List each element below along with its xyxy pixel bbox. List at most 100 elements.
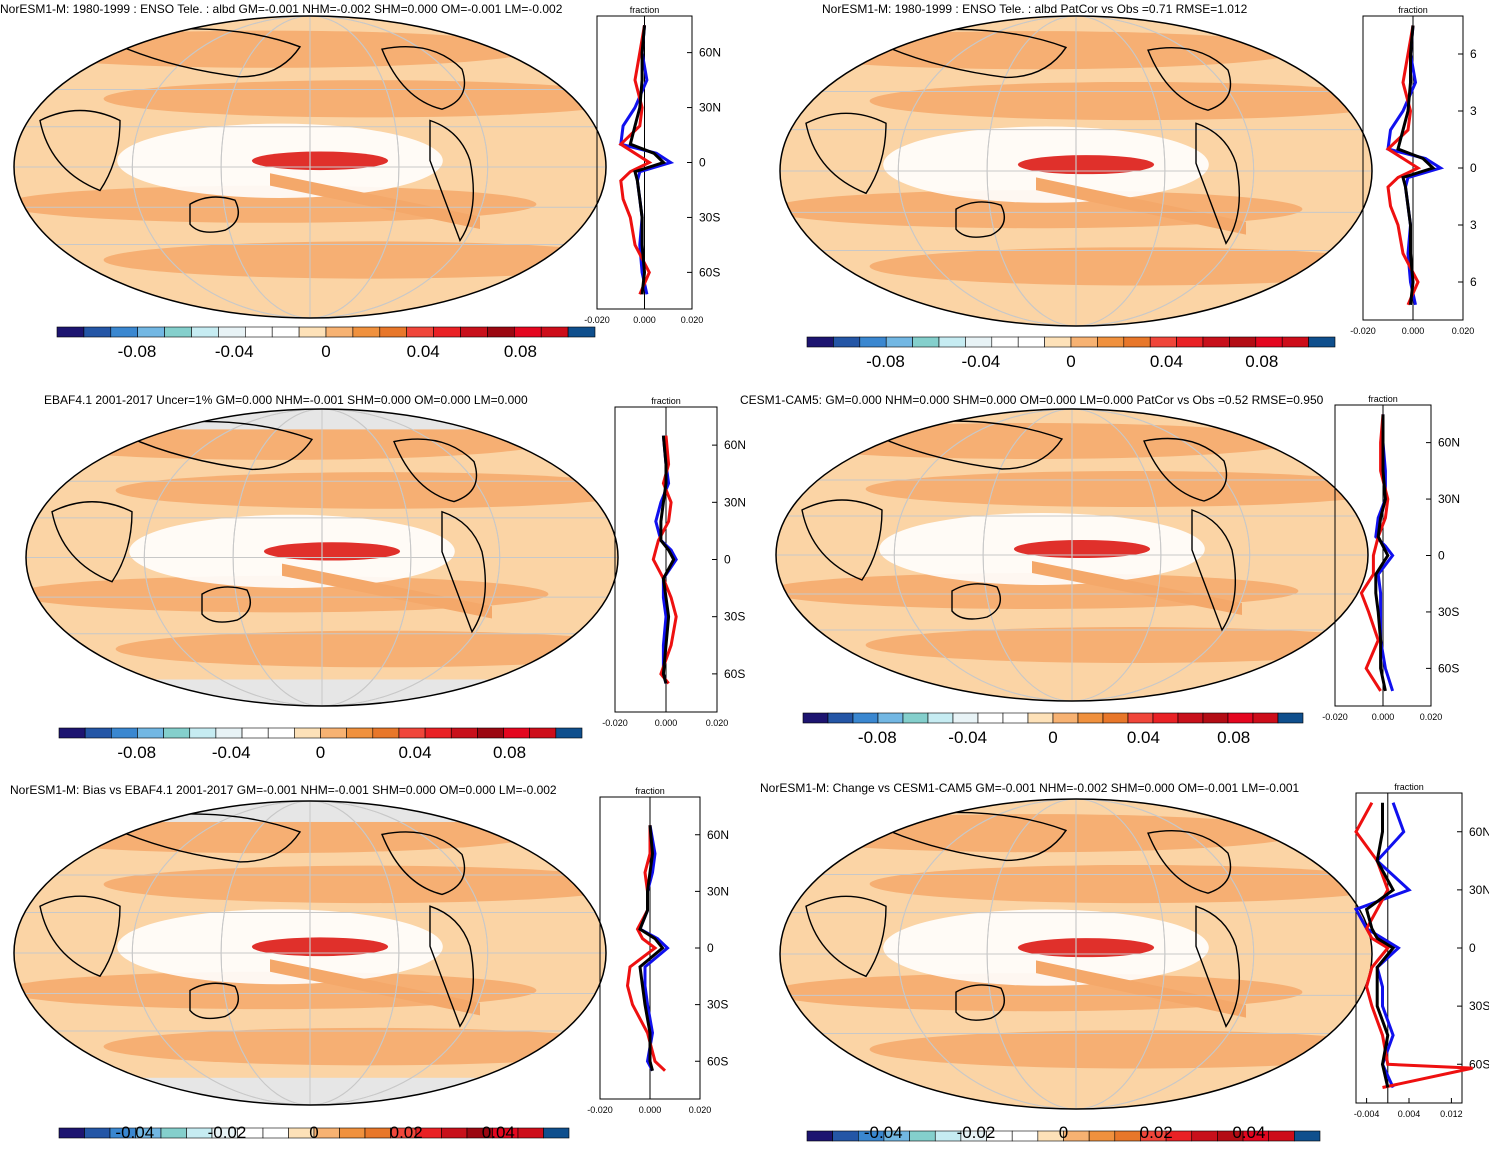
- colorbar-swatch: [992, 337, 1018, 347]
- map: [22, 405, 622, 710]
- profile-x-label: 0.020: [681, 315, 704, 325]
- colorbar-tick-label: 0: [316, 743, 325, 763]
- colorbar-swatch: [218, 327, 245, 337]
- panel-title: NorESM1-M: Bias vs EBAF4.1 2001-2017 GM=…: [10, 783, 557, 797]
- map-field: [776, 12, 1376, 330]
- colorbar-swatch: [138, 327, 165, 337]
- colorbar-swatch: [833, 337, 859, 347]
- colorbar-swatch: [1278, 713, 1303, 723]
- profile-lat-label: 0: [724, 553, 731, 567]
- colorbar-swatch: [807, 337, 833, 347]
- colorbar-swatch: [803, 713, 828, 723]
- colorbar-swatch: [487, 327, 514, 337]
- map: [776, 12, 1376, 330]
- map-field: [776, 795, 1376, 1113]
- profile-x-label: 0.020: [1420, 712, 1443, 722]
- colorbar-tick-label: -0.08: [117, 743, 156, 763]
- profile-line-black: [640, 825, 663, 1070]
- colorbar-swatch: [1177, 337, 1203, 347]
- colorbar-swatch: [85, 728, 111, 738]
- colorbar-tick-label: 0.04: [398, 743, 431, 763]
- panel-4: CESM1-CAM5: GM=0.000 NHM=0.000 SHM=0.000…: [740, 385, 1489, 755]
- profile-lat-label: 0: [707, 941, 714, 955]
- profile-lat-label: 30S: [699, 210, 720, 224]
- colorbar-swatch: [380, 327, 407, 337]
- profile-x-label: 0.000: [633, 315, 656, 325]
- colorbar-swatch: [1078, 713, 1103, 723]
- colorbar-swatch: [928, 713, 953, 723]
- profile-lat-label: 60N: [699, 46, 721, 60]
- panel-5: NorESM1-M: Bias vs EBAF4.1 2001-2017 GM=…: [0, 775, 740, 1147]
- colorbar-tick-label: 0.04: [1127, 728, 1160, 748]
- colorbar-swatch: [1018, 337, 1044, 347]
- colorbar-swatch: [1282, 337, 1308, 347]
- colorbar-tick-label: 0: [309, 1123, 318, 1143]
- colorbar-swatch: [245, 327, 272, 337]
- colorbar-swatch: [407, 327, 434, 337]
- colorbar-swatch: [878, 713, 903, 723]
- profile-lat-label: 30N: [1469, 883, 1489, 897]
- map: [10, 12, 610, 322]
- colorbar-swatch: [192, 327, 219, 337]
- colorbar-tick-label: 0: [1066, 352, 1075, 372]
- profile-x-label: -0.020: [584, 315, 610, 325]
- profile-axis-label: fraction: [651, 396, 681, 406]
- colorbar-swatch: [326, 327, 353, 337]
- map: [772, 405, 1372, 705]
- colorbar-swatch: [347, 728, 373, 738]
- colorbar-swatch: [1153, 713, 1178, 723]
- profile-x-label: -0.020: [1322, 712, 1348, 722]
- profile-line-red: [628, 825, 666, 1070]
- profile-x-label: 0.020: [689, 1105, 712, 1115]
- colorbar-swatch: [953, 713, 978, 723]
- colorbar-swatch: [425, 728, 451, 738]
- colorbar-tick-label: 0.08: [1245, 352, 1278, 372]
- profile-x-label: -0.004: [1354, 1109, 1380, 1119]
- profile-lat-label: 30S: [1469, 999, 1489, 1013]
- colorbar-swatch: [477, 728, 503, 738]
- profile-x-label: 0.000: [655, 718, 678, 728]
- panel-3: EBAF4.1 2001-2017 Uncer=1% GM=0.000 NHM=…: [0, 385, 740, 755]
- colorbar-swatch: [294, 728, 320, 738]
- colorbar-swatch: [556, 728, 582, 738]
- colorbar-swatch: [111, 728, 137, 738]
- profile-lat-label: 30N: [1438, 492, 1460, 506]
- profile-lat-label: 60S: [707, 1054, 728, 1068]
- profile-lat-label: 30S: [1438, 605, 1459, 619]
- colorbar-swatch: [1203, 713, 1228, 723]
- colorbar-tick-label: 0.04: [1232, 1123, 1265, 1143]
- colorbar-swatch: [860, 337, 886, 347]
- colorbar-tick-label: -0.04: [864, 1123, 903, 1143]
- colorbar-tick-label: -0.02: [957, 1123, 996, 1143]
- map-field: [10, 12, 610, 322]
- profile-lat-label: 3: [1470, 218, 1477, 232]
- profile-lat-label: 60N: [1469, 825, 1489, 839]
- colorbar-swatch: [1097, 337, 1123, 347]
- colorbar-swatch: [1256, 337, 1282, 347]
- profile-x-label: 0.000: [1402, 326, 1425, 336]
- colorbar-tick-label: -0.08: [866, 352, 905, 372]
- profile-lat-label: 6: [1470, 47, 1477, 61]
- profile-lat-label: 60S: [699, 265, 720, 279]
- profile-axis-label: fraction: [1368, 394, 1398, 404]
- profile-x-label: -0.020: [602, 718, 628, 728]
- profile-lat-label: 30S: [707, 998, 728, 1012]
- colorbar-swatch: [541, 327, 568, 337]
- profile-lat-label: 30N: [699, 101, 721, 115]
- colorbar-swatch: [451, 728, 477, 738]
- colorbar-tick-label: 0: [1059, 1123, 1068, 1143]
- panel-6: NorESM1-M: Change vs CESM1-CAM5 GM=-0.00…: [748, 775, 1489, 1147]
- colorbar-swatch: [84, 327, 111, 337]
- colorbar-tick-label: -0.08: [858, 728, 897, 748]
- colorbar-tick-label: -0.04: [212, 743, 251, 763]
- colorbar-tick-label: 0.08: [1217, 728, 1250, 748]
- colorbar-swatch: [399, 728, 425, 738]
- colorbar-tick-label: 0.02: [390, 1123, 423, 1143]
- profile-x-label: -0.020: [1350, 326, 1376, 336]
